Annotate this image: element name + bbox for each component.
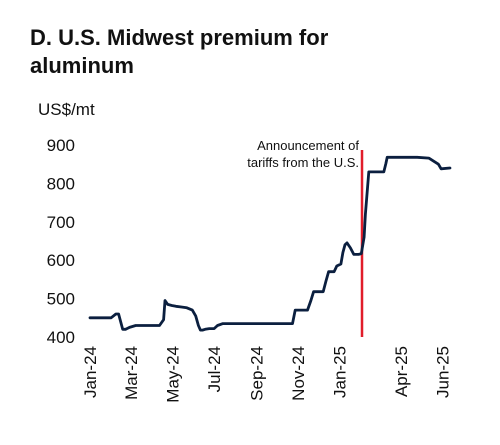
annotation-group: Announcement of tariffs from the U.S. [247,138,364,337]
x-tick-label: May-24 [163,346,182,403]
series-line [88,155,452,332]
x-tick-label: Jun-25 [433,346,452,398]
x-tick-label: Jan-24 [81,346,100,398]
y-tick-label: 500 [47,290,75,309]
y-tick-label: 400 [47,328,75,347]
y-axis-unit-label: US$/mt [38,100,95,119]
series-group [88,155,452,332]
x-tick-label: Jul-24 [205,346,224,392]
y-axis-ticks: 400 500 600 700 800 900 [47,136,75,347]
x-tick-label: Nov-24 [289,346,308,401]
annotation-label: tariffs from the U.S. [247,155,359,170]
chart-title: D. U.S. Midwest premium for aluminum [30,25,329,78]
annotation-label: Announcement of [257,138,359,153]
x-tick-label: Mar-24 [122,346,141,400]
y-tick-label: 700 [47,213,75,232]
x-tick-label: Jan-25 [331,346,350,398]
y-tick-label: 900 [47,136,75,155]
y-tick-label: 600 [47,251,75,270]
x-tick-label: Sep-24 [247,346,266,401]
x-tick-label: Apr-25 [392,346,411,397]
y-tick-label: 800 [47,174,75,193]
x-axis-ticks: Jan-24 Mar-24 May-24 Jul-24 Sep-24 Nov-24 Jan-… [81,346,452,403]
